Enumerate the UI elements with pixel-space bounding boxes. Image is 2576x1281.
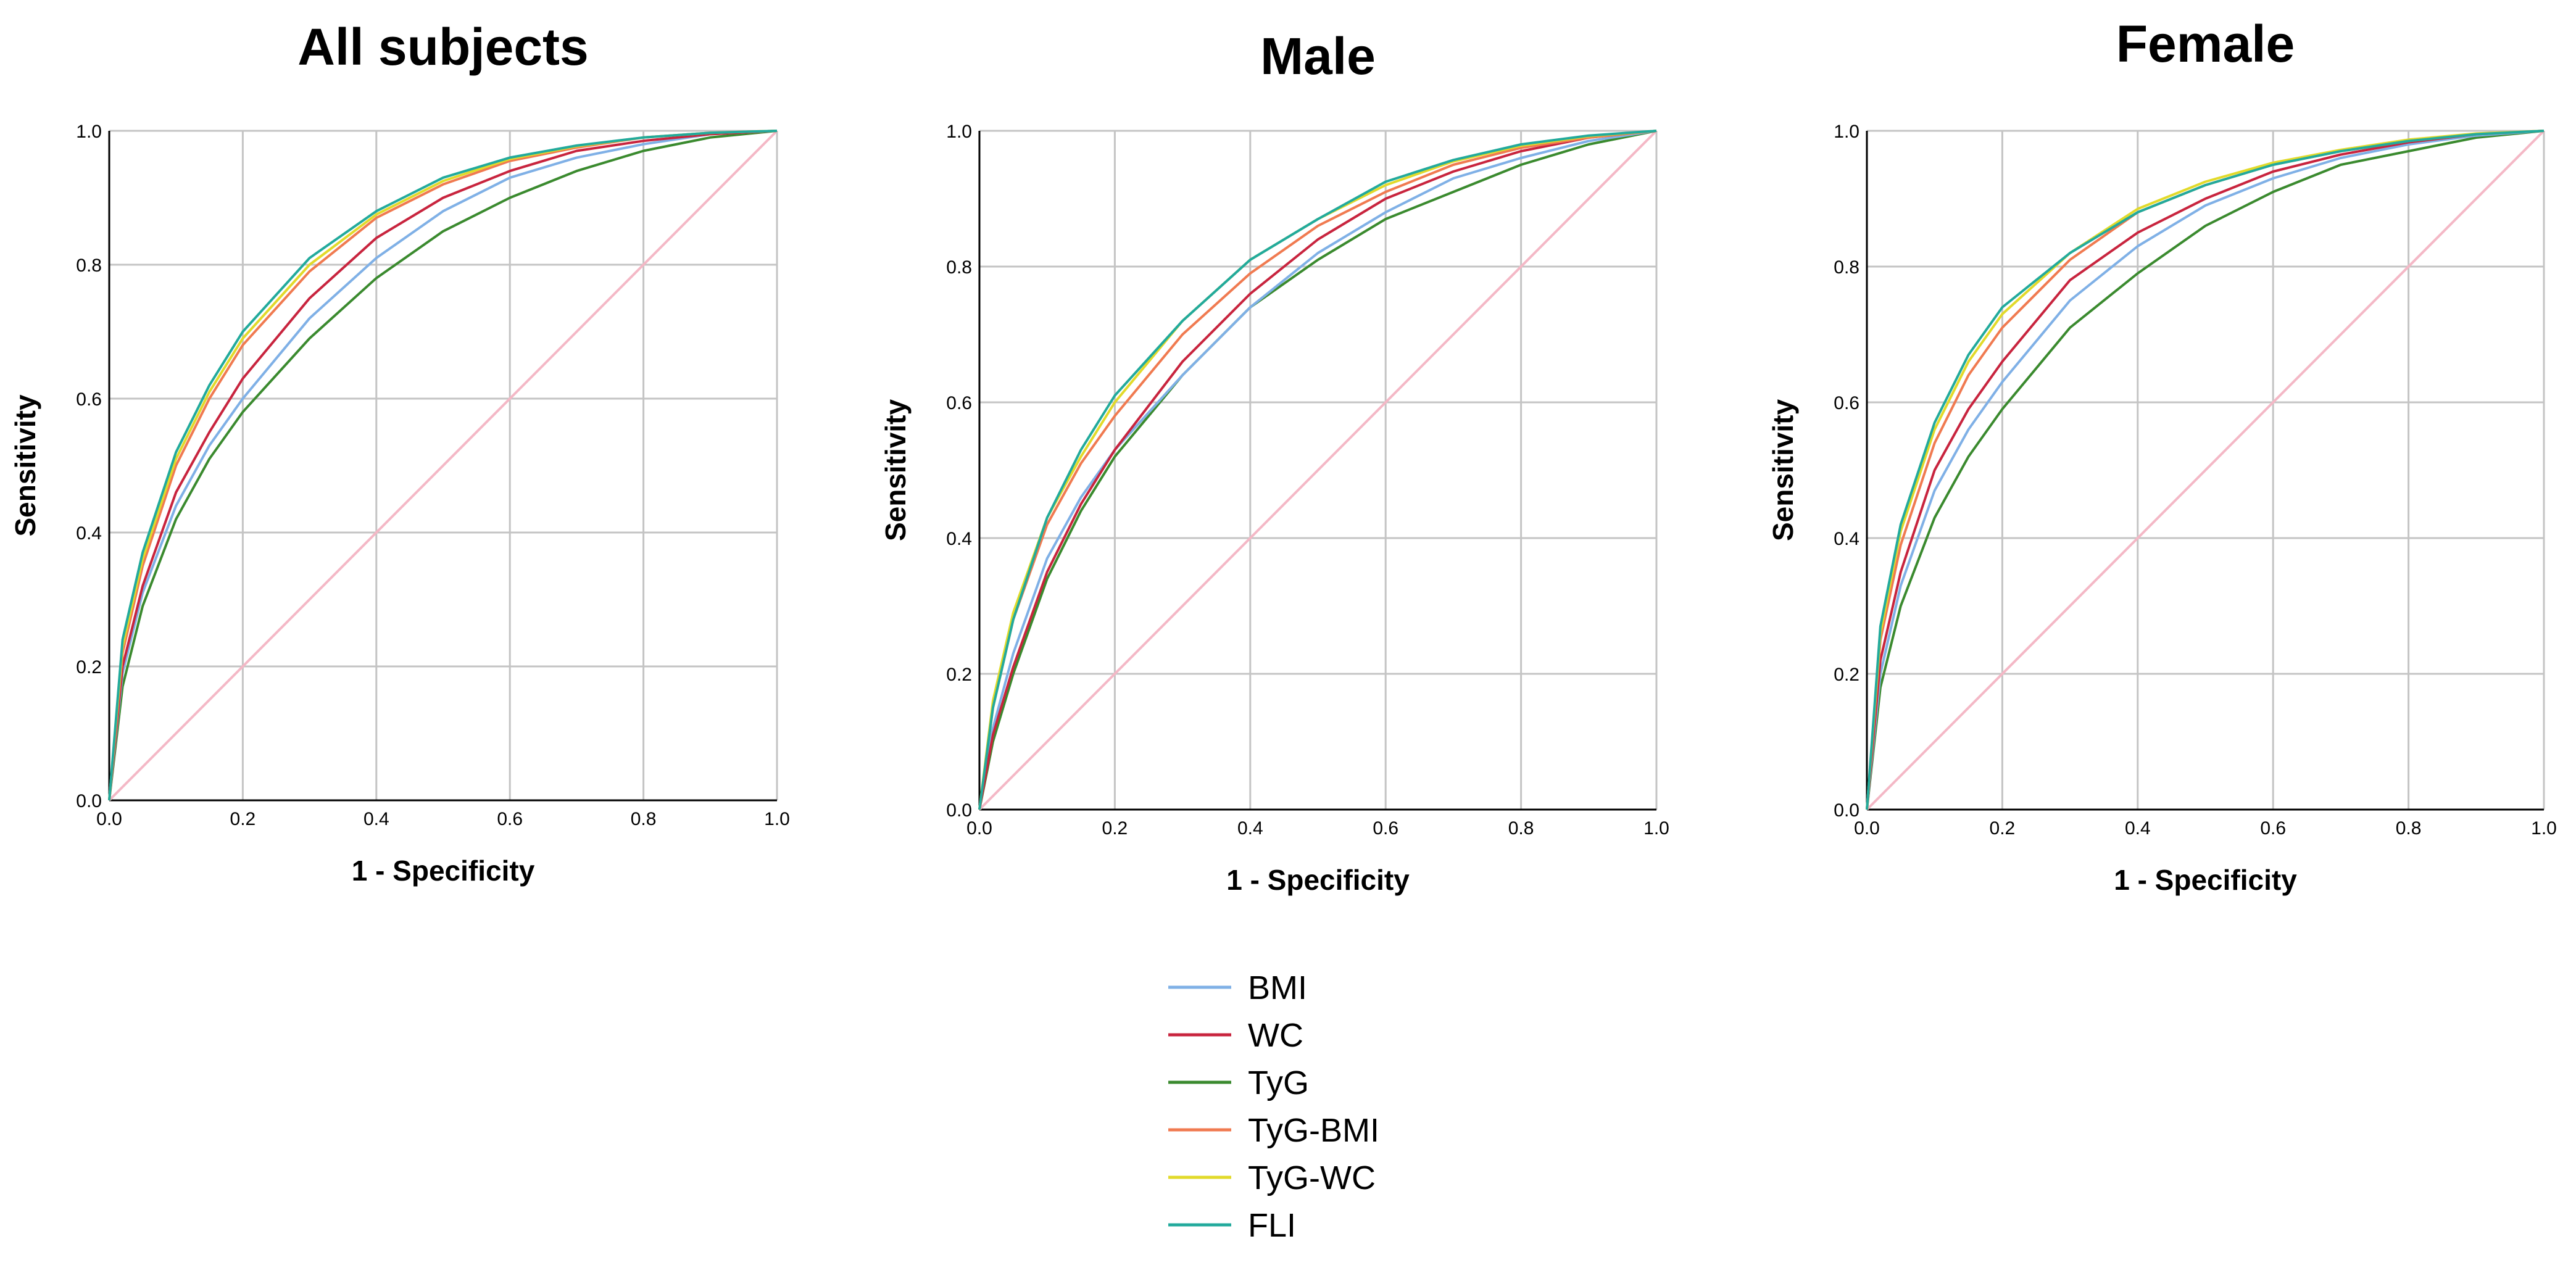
x-tick-label: 0.4 [1237, 818, 1263, 839]
y-tick-label: 0.2 [946, 665, 972, 685]
y-axis-label: Sensitivity [9, 394, 41, 537]
series-line-tyg-wc [1866, 130, 2545, 810]
y-tick-label: 0.6 [76, 389, 102, 410]
x-tick-label: 0.6 [1373, 818, 1398, 839]
series-line-fli [978, 130, 1657, 810]
x-tick-label: 0.8 [2396, 818, 2422, 839]
chart-panel-male: Male 0.0 0.2 0.4 0.6 0.8 1.0 0.0 0.2 0.4 0.6 0.8 1.0… [879, 27, 1669, 896]
legend-label-tyg: TyG [1248, 1064, 1309, 1101]
legend-label-wc: WC [1248, 1017, 1303, 1054]
x-tick-label: 1.0 [1643, 818, 1669, 839]
legend-label-fli: FLI [1248, 1207, 1296, 1244]
series-line-fli [1866, 130, 2545, 810]
legend-label-tyg-bmi: TyG-BMI [1248, 1112, 1379, 1149]
y-tick-label: 0.2 [1834, 665, 1859, 685]
y-tick-label: 0.2 [76, 657, 102, 678]
x-tick-label: 1.0 [764, 809, 790, 829]
x-axis-label: 1 - Specificity [2114, 864, 2297, 896]
x-tick-label: 0.0 [1854, 818, 1880, 839]
x-tick-label: 0.2 [230, 809, 256, 829]
x-tick-label: 0.6 [2260, 818, 2286, 839]
series-line-wc [1866, 130, 2545, 810]
series-line-reference-line [978, 130, 1658, 811]
y-tick-label: 0.4 [76, 523, 102, 544]
y-tick-label: 1.0 [1834, 122, 1859, 142]
chart-title: All subjects [297, 18, 588, 76]
y-tick-label: 0.0 [1834, 800, 1859, 821]
y-tick-label: 0.0 [76, 791, 102, 811]
legend-label-bmi: BMI [1248, 969, 1307, 1006]
chart-title: Female [2116, 15, 2295, 73]
x-tick-label: 0.8 [1508, 818, 1534, 839]
x-tick-label: 1.0 [2531, 818, 2557, 839]
series-line-wc [978, 130, 1657, 810]
series-line-tyg [1866, 130, 2545, 810]
y-tick-label: 0.8 [76, 255, 102, 276]
y-axis-label: Sensitivity [879, 399, 912, 542]
y-tick-label: 0.8 [946, 257, 972, 278]
x-axis-label: 1 - Specificity [352, 855, 535, 887]
series-line-bmi [108, 130, 778, 801]
x-tick-label: 0.4 [2125, 818, 2151, 839]
series-line-bmi [978, 130, 1657, 810]
y-axis-label: Sensitivity [1767, 399, 1799, 542]
x-tick-label: 0.2 [1102, 818, 1128, 839]
x-tick-label: 0.6 [497, 809, 523, 829]
y-tick-label: 0.4 [1834, 529, 1859, 549]
x-axis-label: 1 - Specificity [1226, 864, 1410, 896]
x-tick-label: 0.8 [631, 809, 657, 829]
x-tick-label: 0.0 [96, 809, 122, 829]
series-line-reference-line [1866, 130, 2545, 811]
series-line-tyg [108, 130, 778, 801]
y-tick-label: 1.0 [76, 122, 102, 142]
series-line-bmi [1866, 130, 2545, 810]
y-tick-label: 0.0 [946, 800, 972, 821]
series-line-wc [108, 130, 778, 801]
y-tick-label: 0.6 [946, 393, 972, 413]
x-tick-label: 0.0 [966, 818, 992, 839]
legend-label-tyg-wc: TyG-WC [1248, 1159, 1376, 1196]
series-line-reference-line [108, 130, 778, 802]
y-tick-label: 0.8 [1834, 257, 1859, 278]
series-line-fli [108, 130, 778, 801]
y-tick-label: 1.0 [946, 122, 972, 142]
x-tick-label: 0.2 [1990, 818, 2016, 839]
chart-title: Male [1260, 27, 1376, 85]
y-tick-label: 0.6 [1834, 393, 1859, 413]
chart-panel-female: Female 0.0 0.2 0.4 0.6 0.8 1.0 0.0 0.2 0.4 0.6 0.8 1… [1767, 15, 2557, 896]
legend: BMI WC TyG TyG-BMI TyG-WC FLI [1168, 969, 1379, 1244]
x-tick-label: 0.4 [364, 809, 389, 829]
chart-panel-all-subjects: All subjects 0.0 0.2 0.4 0.6 0.8 1.0 0.0 0.2 0.4 0… [9, 18, 790, 887]
y-tick-label: 0.4 [946, 529, 972, 549]
